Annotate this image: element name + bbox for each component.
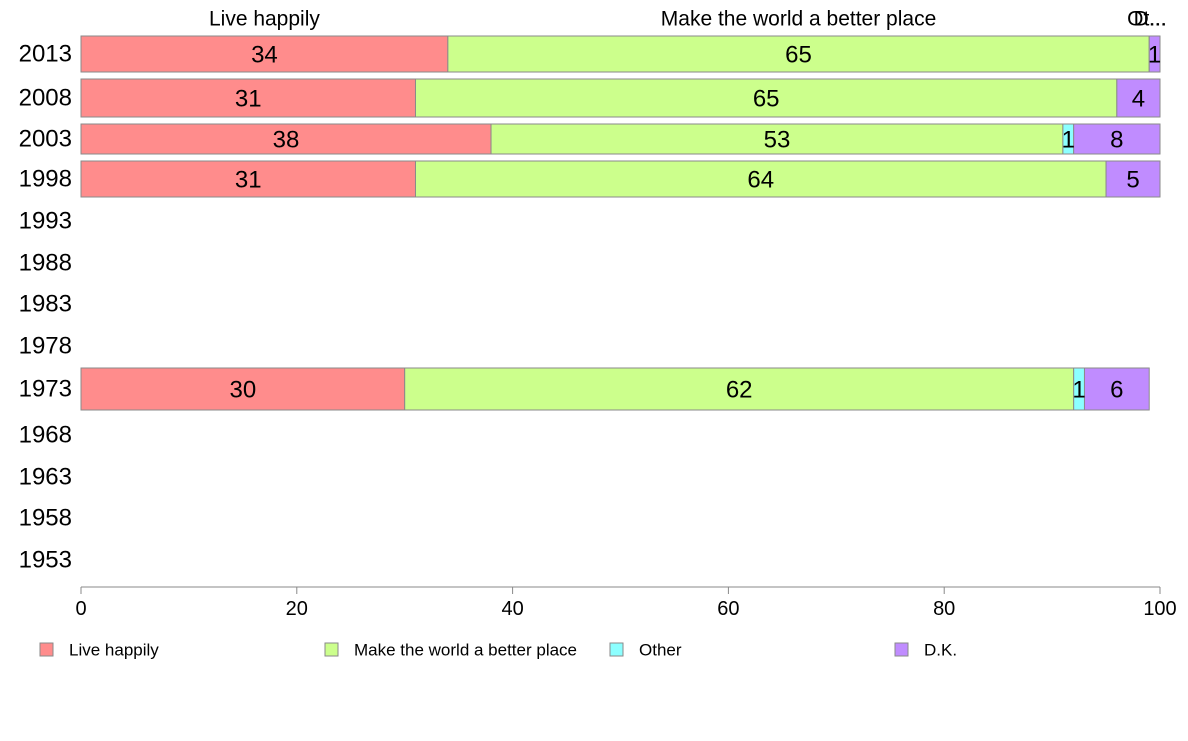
legend-swatch xyxy=(894,642,909,657)
legend-label: Make the world a better place xyxy=(354,641,577,660)
series-header-labels: Live happily Make the world a better plac… xyxy=(209,8,1167,31)
bar-segment xyxy=(80,35,449,73)
data-label: 62 xyxy=(726,377,753,404)
legend-swatch xyxy=(324,642,339,657)
legend-label: Other xyxy=(639,641,682,660)
legend: Live happily Make the world a better plac… xyxy=(39,641,957,660)
x-tick-label: 20 xyxy=(286,598,308,620)
y-tick-label: 1983 xyxy=(19,291,72,318)
data-label: 65 xyxy=(785,42,812,69)
y-tick-label: 1963 xyxy=(19,464,72,491)
data-label: 5 xyxy=(1126,167,1139,194)
x-tick-label: 60 xyxy=(717,598,739,620)
series-header-label: Ot... xyxy=(1127,8,1167,31)
y-tick-label: 1978 xyxy=(19,333,72,360)
data-label: 38 xyxy=(273,127,300,154)
y-tick-label: 1993 xyxy=(19,208,72,235)
series-header-label: D... xyxy=(1134,8,1167,31)
bar-segment xyxy=(1105,160,1161,198)
data-label: 8 xyxy=(1110,127,1123,154)
data-label: 4 xyxy=(1132,86,1145,113)
legend-swatch xyxy=(609,642,624,657)
bars-layer xyxy=(80,35,1161,411)
series-header-label: Live happily xyxy=(209,8,320,31)
bar-segment xyxy=(1073,123,1161,155)
bar-segment xyxy=(80,367,406,411)
data-label: 65 xyxy=(753,86,780,113)
bar-segment xyxy=(447,35,1150,73)
y-tick-label: 1988 xyxy=(19,250,72,277)
data-label: 31 xyxy=(235,167,262,194)
y-tick-label: 2008 xyxy=(19,85,72,112)
y-tick-label: 1998 xyxy=(19,166,72,193)
bar-segment xyxy=(80,123,492,155)
bar-segment xyxy=(1116,78,1161,118)
y-tick-label: 1953 xyxy=(19,547,72,574)
data-label: 31 xyxy=(235,86,262,113)
y-tick-label: 1973 xyxy=(19,376,72,403)
x-tick-label: 0 xyxy=(75,598,86,620)
x-tick-label: 100 xyxy=(1143,598,1176,620)
y-tick-label: 1968 xyxy=(19,422,72,449)
data-label: 30 xyxy=(229,377,256,404)
bar-segment xyxy=(490,123,1064,155)
legend-label: D.K. xyxy=(924,641,957,660)
x-tick-label: 80 xyxy=(933,598,955,620)
data-label: 1 xyxy=(1148,42,1161,69)
x-axis: 0 20 40 60 80 100 xyxy=(75,586,1177,620)
data-label: 1 xyxy=(1062,127,1075,154)
legend-label: Live happily xyxy=(69,641,159,660)
bar-segment xyxy=(1148,35,1161,73)
data-label: 6 xyxy=(1110,377,1123,404)
data-label: 64 xyxy=(747,167,774,194)
data-label: 34 xyxy=(251,42,278,69)
data-label: 53 xyxy=(764,127,791,154)
bar-segment xyxy=(1083,367,1150,411)
legend-swatch xyxy=(39,642,54,657)
bar-segment xyxy=(80,160,416,198)
y-tick-label: 2013 xyxy=(19,41,72,68)
data-label: 1 xyxy=(1072,377,1085,404)
x-tick-label: 40 xyxy=(501,598,523,620)
y-axis-labels: 2013 2008 2003 1998 1993 1988 1983 1978 1973 1968… xyxy=(19,41,72,574)
value-labels-layer: 34 65 131 65 438 53 1 831 64 530 62 1 6 xyxy=(229,42,1161,404)
y-tick-label: 1958 xyxy=(19,505,72,532)
series-header-label: Make the world a better place xyxy=(661,8,936,31)
bar-segment xyxy=(404,367,1075,411)
y-tick-label: 2003 xyxy=(19,126,72,153)
